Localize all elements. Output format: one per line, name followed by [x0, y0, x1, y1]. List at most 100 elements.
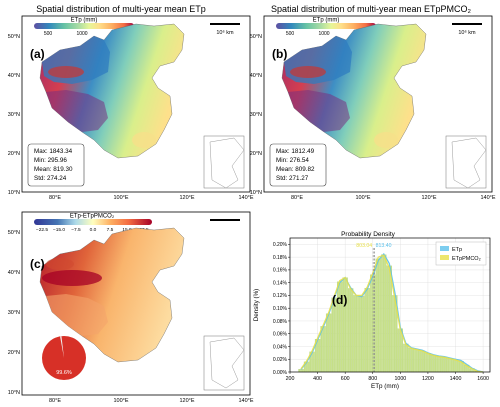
histogram-bar — [329, 313, 332, 373]
histogram-bar — [324, 326, 326, 373]
svg-text:10°N: 10°N — [8, 190, 20, 196]
histogram-bar — [331, 297, 334, 373]
y-tick-label: 0.02% — [273, 357, 288, 363]
colorbar-a-tick: 500 — [44, 31, 53, 37]
histogram-bar — [302, 369, 304, 373]
stat-max-b: Max: 1812.49 — [276, 148, 315, 155]
colorbar-a-label: ETp (mm) — [71, 18, 98, 24]
stat-max-a: Max: 1843.34 — [34, 148, 73, 155]
svg-text:−15.0: −15.0 — [53, 227, 65, 233]
histogram-bar — [469, 368, 472, 373]
y-tick-label: 0.20% — [273, 242, 288, 248]
legend-label-etppmco2: ETpPMCO₂ — [452, 256, 481, 262]
histogram-bar — [438, 356, 440, 373]
lon-ticks-c: 80°E 100°E 120°E 140°E — [49, 398, 254, 404]
svg-text:15.0: 15.0 — [122, 227, 132, 233]
x-tick-label: 1000 — [394, 376, 406, 382]
y-tick-label: 0.12% — [273, 293, 288, 299]
histogram-bar — [452, 359, 455, 373]
svg-text:30°N: 30°N — [8, 112, 20, 118]
histogram-bar — [421, 350, 424, 373]
colorbar-b — [276, 23, 376, 29]
histogram-bar — [423, 350, 426, 373]
panel-a-title: Spatial distribution of multi-year mean … — [36, 4, 206, 14]
chart-xlabel: ETp (mm) — [371, 383, 399, 390]
histogram-bar — [397, 328, 400, 373]
legend-swatch-etppmco2 — [440, 255, 449, 260]
svg-text:50°N: 50°N — [8, 34, 20, 40]
histogram-bar — [419, 350, 422, 373]
histogram-bar — [381, 254, 383, 373]
map-c — [39, 227, 185, 363]
histogram-bar — [428, 353, 431, 373]
stat-mean-a: Mean: 819.30 — [34, 166, 73, 173]
panel-b-title: Spatial distribution of multi-year mean … — [271, 4, 472, 14]
histogram-bar — [384, 254, 387, 373]
y-tick-label: 0.06% — [273, 332, 288, 338]
svg-text:10°N: 10°N — [250, 190, 262, 196]
y-tick-label: 0.04% — [273, 344, 288, 350]
svg-text:50°N: 50°N — [250, 34, 262, 40]
map-a — [39, 23, 185, 159]
histogram-bar — [362, 295, 365, 373]
y-tick-label: 0.18% — [273, 255, 288, 261]
histogram-bar — [410, 347, 413, 373]
histogram-bar — [405, 343, 407, 373]
y-tick-label: 0.00% — [273, 370, 288, 376]
svg-text:140°E: 140°E — [238, 398, 253, 404]
chart-bars — [298, 254, 481, 373]
legend-swatch-etp — [440, 246, 449, 251]
panel-d: Probability Density 803.04 813.40 0.00%0.… — [253, 231, 491, 390]
histogram-bar — [436, 356, 438, 373]
chart-lines — [300, 252, 484, 373]
histogram-bar — [327, 313, 330, 373]
histogram-bar — [427, 353, 429, 373]
svg-text:120°E: 120°E — [179, 195, 194, 201]
histogram-bar — [406, 343, 409, 373]
histogram-bar — [392, 295, 394, 373]
panel-c-letter: (c) — [30, 257, 45, 271]
colorbar-c — [34, 219, 152, 225]
panel-a-frame — [21, 15, 251, 193]
histogram-bar — [454, 359, 457, 373]
histogram-bar — [430, 354, 433, 373]
histogram-bar — [377, 258, 380, 373]
stats-box-b — [269, 143, 327, 187]
histogram-bar — [370, 274, 372, 373]
x-tick-label: 800 — [368, 376, 377, 382]
map-b — [281, 23, 427, 159]
scale-bar-b-label: 10⁶ km — [458, 29, 476, 36]
histogram-bar — [325, 313, 328, 373]
panel-d-letter: (d) — [332, 293, 347, 307]
panel-b: Spatial distribution of multi-year mean … — [263, 4, 493, 193]
y-tick-label: 0.08% — [273, 319, 288, 325]
line-etppmco2 — [300, 254, 484, 373]
histogram-bar — [351, 288, 354, 373]
pie-label: 99.6% — [56, 370, 72, 376]
svg-text:40°N: 40°N — [8, 73, 20, 79]
chart-frame — [289, 237, 491, 373]
histogram-bar — [388, 265, 391, 373]
svg-text:40°N: 40°N — [8, 270, 20, 276]
svg-text:120°E: 120°E — [179, 398, 194, 404]
chart-ticks: 0.00% 0.02% 0.04% 0.06% 0.08% 0.10% 0.12% 0.14%… — [273, 242, 489, 382]
svg-text:10°N: 10°N — [8, 390, 20, 396]
histogram-bar — [359, 295, 361, 373]
svg-text:0.0: 0.0 — [90, 227, 97, 233]
histogram-bar — [445, 356, 448, 373]
panel-c: ETp-ETpPMCO₂ −22.5 −15.0 −7.5 0.0 7.5 15… — [21, 211, 251, 396]
histogram-bar — [322, 326, 324, 373]
colorbar-b-label: ETp (mm) — [313, 18, 340, 24]
histogram-bar — [353, 295, 356, 373]
histogram-bar — [342, 277, 345, 373]
chart-title: Probability Density — [341, 231, 396, 238]
svg-text:140°E: 140°E — [238, 195, 253, 201]
pie-slice-rest — [60, 336, 64, 358]
histogram-bar — [298, 369, 301, 373]
y-tick-label: 0.10% — [273, 306, 288, 312]
inset-a — [203, 135, 245, 189]
svg-text:100°E: 100°E — [113, 398, 128, 404]
y-tick-label: 0.14% — [273, 280, 288, 286]
chart-means: 803.04 813.40 — [356, 243, 392, 372]
